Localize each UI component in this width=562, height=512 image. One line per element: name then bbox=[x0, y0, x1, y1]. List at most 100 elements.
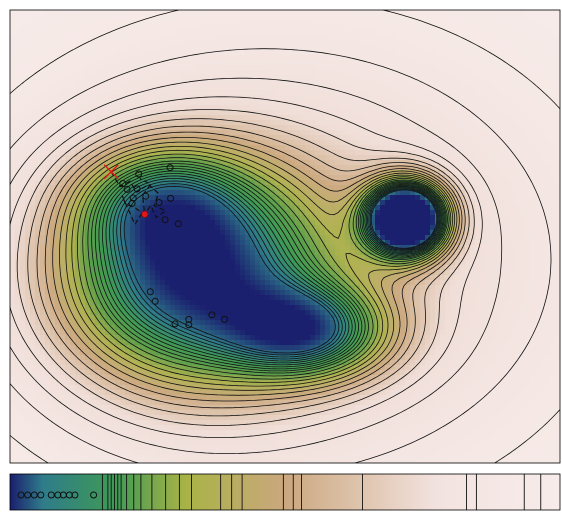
heat-cell bbox=[210, 210, 216, 216]
heat-cell bbox=[300, 90, 306, 96]
heat-cell bbox=[465, 45, 471, 51]
heat-cell bbox=[210, 160, 216, 166]
heat-cell bbox=[460, 160, 466, 166]
heat-cell bbox=[250, 225, 256, 231]
heat-cell bbox=[75, 95, 81, 101]
heat-cell bbox=[125, 195, 131, 201]
heat-cell bbox=[85, 10, 91, 16]
heat-cell bbox=[445, 50, 451, 56]
heat-cell bbox=[485, 110, 491, 116]
heat-cell bbox=[225, 200, 231, 206]
heat-cell bbox=[105, 85, 111, 91]
heat-cell bbox=[155, 35, 161, 41]
heat-cell bbox=[60, 15, 66, 21]
heat-cell bbox=[335, 185, 341, 191]
heat-cell bbox=[495, 180, 501, 186]
heat-cell bbox=[435, 65, 441, 71]
heat-cell bbox=[50, 205, 56, 211]
heat-cell bbox=[305, 35, 311, 41]
heat-cell bbox=[260, 50, 266, 56]
heat-cell bbox=[540, 190, 546, 196]
heat-cell bbox=[435, 95, 441, 101]
heat-cell bbox=[330, 120, 336, 126]
heat-cell bbox=[265, 60, 271, 66]
heat-cell bbox=[430, 135, 436, 141]
heat-cell bbox=[285, 200, 291, 206]
heat-cell bbox=[555, 205, 560, 211]
heat-cell bbox=[195, 35, 201, 41]
heat-cell bbox=[345, 195, 351, 201]
heat-cell bbox=[550, 90, 556, 96]
heat-cell bbox=[380, 80, 386, 86]
heat-cell bbox=[425, 20, 431, 26]
heat-cell bbox=[500, 105, 506, 111]
heat-cell bbox=[320, 175, 326, 181]
heat-cell bbox=[145, 135, 151, 141]
heat-cell bbox=[60, 190, 66, 196]
heat-cell bbox=[540, 175, 546, 181]
heat-cell bbox=[135, 220, 141, 226]
heat-cell bbox=[420, 145, 426, 151]
heat-cell bbox=[460, 15, 466, 21]
heat-cell bbox=[455, 75, 461, 81]
heat-cell bbox=[485, 165, 491, 171]
heat-cell bbox=[75, 60, 81, 66]
heat-cell bbox=[180, 30, 186, 36]
heat-cell bbox=[305, 125, 311, 131]
heat-cell bbox=[65, 105, 71, 111]
heat-cell bbox=[525, 55, 531, 61]
heat-cell bbox=[220, 210, 226, 216]
heat-cell bbox=[380, 150, 386, 156]
heat-cell bbox=[135, 180, 141, 186]
heat-cell bbox=[75, 195, 81, 201]
heat-cell bbox=[65, 100, 71, 106]
heat-cell bbox=[190, 215, 196, 221]
heat-cell bbox=[315, 90, 321, 96]
heat-cell bbox=[220, 10, 226, 16]
heat-cell bbox=[150, 160, 156, 166]
heat-cell bbox=[225, 90, 231, 96]
heat-cell bbox=[535, 230, 541, 236]
heat-cell bbox=[525, 120, 531, 126]
heat-cell bbox=[375, 150, 381, 156]
heat-cell bbox=[330, 65, 336, 71]
heat-cell bbox=[405, 220, 411, 226]
heat-cell bbox=[550, 220, 556, 226]
heat-cell bbox=[215, 205, 221, 211]
heat-cell bbox=[405, 45, 411, 51]
heat-cell bbox=[70, 160, 76, 166]
heat-cell bbox=[550, 150, 556, 156]
heat-cell bbox=[305, 135, 311, 141]
heat-cell bbox=[330, 180, 336, 186]
heat-cell bbox=[145, 125, 151, 131]
heat-cell bbox=[460, 70, 466, 76]
heat-cell bbox=[460, 80, 466, 86]
heat-cell bbox=[390, 195, 396, 201]
heat-cell bbox=[280, 15, 286, 21]
heat-cell bbox=[495, 230, 501, 236]
heat-cell bbox=[260, 75, 266, 81]
heat-cell bbox=[450, 135, 456, 141]
heat-cell bbox=[470, 215, 476, 221]
heat-cell bbox=[50, 145, 56, 151]
heat-cell bbox=[535, 25, 541, 31]
heat-cell bbox=[390, 90, 396, 96]
heat-cell bbox=[440, 105, 446, 111]
heat-cell bbox=[440, 20, 446, 26]
heat-cell bbox=[290, 170, 296, 176]
heat-cell bbox=[460, 175, 466, 181]
heat-cell bbox=[100, 185, 106, 191]
heat-cell bbox=[80, 20, 86, 26]
heat-cell bbox=[410, 85, 416, 91]
heat-cell bbox=[425, 150, 431, 156]
heat-cell bbox=[210, 180, 216, 186]
heat-cell bbox=[145, 205, 151, 211]
heat-cell bbox=[70, 45, 76, 51]
heat-cell bbox=[420, 35, 426, 41]
heat-cell bbox=[80, 25, 86, 31]
heat-cell bbox=[155, 10, 161, 16]
heat-cell bbox=[350, 45, 356, 51]
heat-cell bbox=[555, 10, 560, 16]
heat-cell bbox=[275, 60, 281, 66]
heat-cell bbox=[520, 130, 526, 136]
